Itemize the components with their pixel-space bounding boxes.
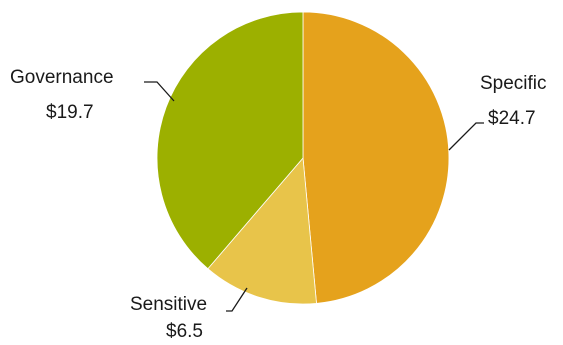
sensitive-data-label: Sensitive $6.5: [130, 287, 248, 342]
governance-name-label: Governance: [10, 67, 114, 88]
specific-name-label: Specific: [480, 73, 547, 94]
specific-leader-line: [448, 122, 484, 151]
sensitive-value-label: $6.5: [166, 321, 203, 342]
pie-slice-governance: [156, 11, 304, 270]
specific-value-label: $24.7: [488, 108, 536, 129]
governance-data-label: Governance $19.7: [10, 67, 175, 123]
specific-data-label: Specific $24.7: [448, 73, 547, 151]
pie-slices: [156, 11, 450, 305]
sensitive-name-label: Sensitive: [130, 294, 207, 315]
sensitive-leader-line: [226, 287, 248, 312]
governance-leader-line: [144, 81, 175, 102]
governance-value-label: $19.7: [46, 102, 94, 123]
pie-slice-sensitive: [207, 157, 317, 305]
pie-slice-specific: [302, 11, 450, 304]
